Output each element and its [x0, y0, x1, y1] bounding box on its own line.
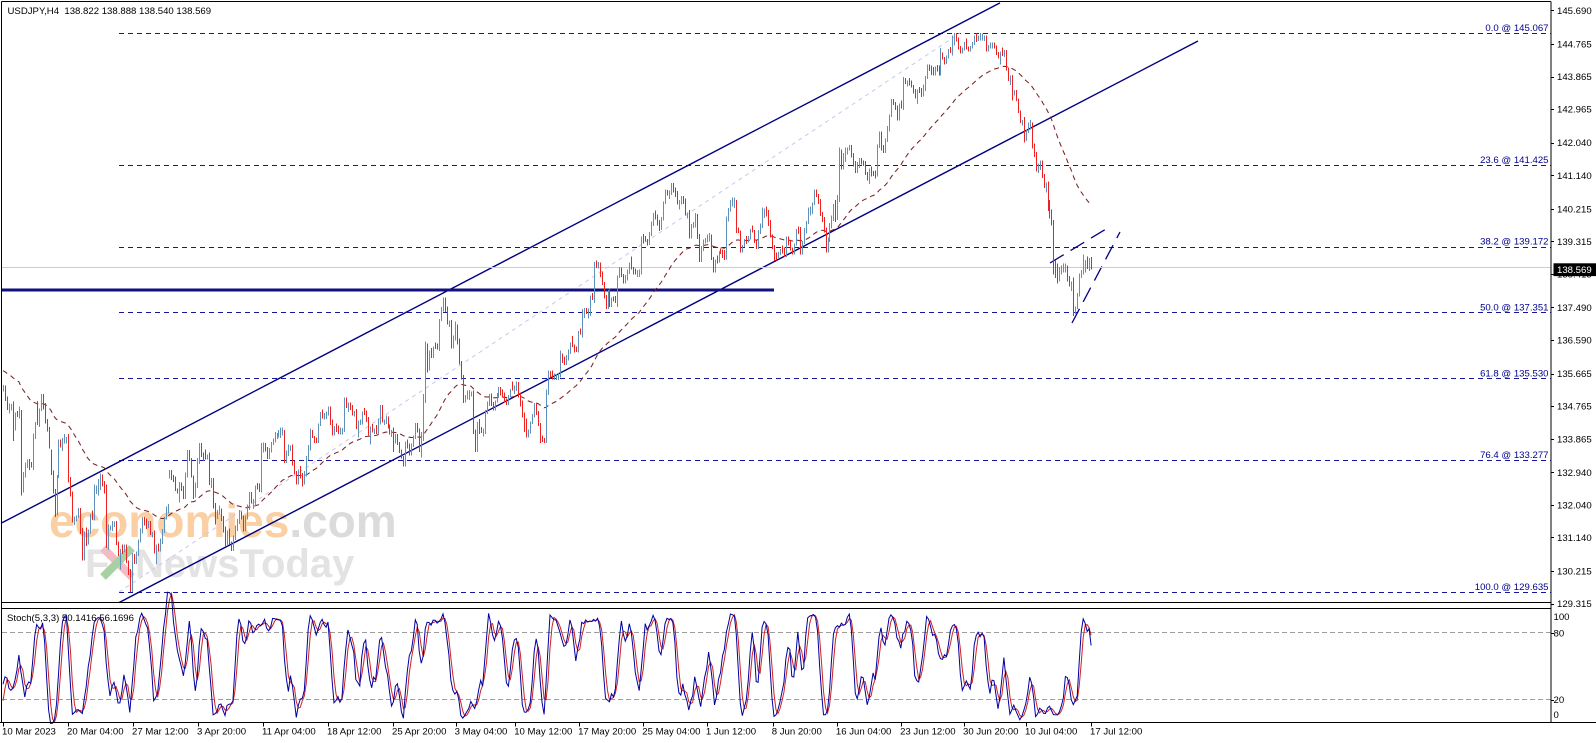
svg-text:11 Apr 04:00: 11 Apr 04:00	[262, 727, 316, 738]
svg-text:135.665: 135.665	[1557, 369, 1592, 380]
svg-text:10 Jul 04:00: 10 Jul 04:00	[1025, 727, 1077, 738]
svg-text:50.0 @ 137.351: 50.0 @ 137.351	[1480, 303, 1548, 314]
svg-text:129.315: 129.315	[1557, 599, 1592, 610]
svg-text:1 Jun 12:00: 1 Jun 12:00	[706, 727, 756, 738]
svg-text:136.590: 136.590	[1557, 336, 1592, 347]
svg-text:141.140: 141.140	[1557, 171, 1592, 182]
svg-text:142.965: 142.965	[1557, 105, 1592, 116]
svg-text:132.040: 132.040	[1557, 500, 1592, 511]
svg-text:economies.com: economies.com	[49, 495, 397, 547]
svg-text:132.940: 132.940	[1557, 468, 1592, 479]
svg-text:23.6 @ 141.425: 23.6 @ 141.425	[1480, 155, 1548, 166]
svg-text:138.569: 138.569	[1557, 265, 1592, 276]
svg-text:134.765: 134.765	[1557, 402, 1592, 413]
svg-text:130.215: 130.215	[1557, 567, 1592, 578]
svg-text:38.2 @ 139.172: 38.2 @ 139.172	[1480, 237, 1548, 248]
svg-text:USDJPY,H4 138.822 138.888 138: USDJPY,H4 138.822 138.888 138.540 138.56…	[8, 6, 212, 17]
svg-text:8 Jun 20:00: 8 Jun 20:00	[772, 727, 822, 738]
svg-text:27 Mar 12:00: 27 Mar 12:00	[132, 727, 189, 738]
svg-text:131.140: 131.140	[1557, 533, 1592, 544]
svg-text:10 Mar 2023: 10 Mar 2023	[2, 727, 56, 738]
svg-text:80: 80	[1554, 628, 1565, 639]
svg-text:144.765: 144.765	[1557, 40, 1592, 51]
svg-text:25 Apr 20:00: 25 Apr 20:00	[392, 727, 446, 738]
svg-text:18 Apr 12:00: 18 Apr 12:00	[327, 727, 381, 738]
svg-text:3 Apr 20:00: 3 Apr 20:00	[197, 727, 246, 738]
svg-text:143.865: 143.865	[1557, 72, 1592, 83]
svg-text:142.040: 142.040	[1557, 138, 1592, 149]
svg-text:0: 0	[1554, 710, 1559, 721]
svg-text:30 Jun 20:00: 30 Jun 20:00	[963, 727, 1018, 738]
svg-text:137.490: 137.490	[1557, 303, 1592, 314]
svg-text:100: 100	[1554, 612, 1570, 623]
svg-text:140.215: 140.215	[1557, 204, 1592, 215]
svg-text:3 May 04:00: 3 May 04:00	[455, 727, 508, 738]
svg-text:76.4 @ 133.277: 76.4 @ 133.277	[1480, 450, 1548, 461]
svg-text:10 May 12:00: 10 May 12:00	[514, 727, 572, 738]
svg-text:139.315: 139.315	[1557, 237, 1592, 248]
svg-text:17 May 20:00: 17 May 20:00	[578, 727, 636, 738]
svg-text:25 May 04:00: 25 May 04:00	[642, 727, 700, 738]
svg-text:20 Mar 04:00: 20 Mar 04:00	[67, 727, 124, 738]
svg-text:16 Jun 04:00: 16 Jun 04:00	[836, 727, 891, 738]
svg-text:100.0 @ 129.635: 100.0 @ 129.635	[1475, 582, 1549, 593]
svg-text:145.690: 145.690	[1557, 6, 1592, 17]
svg-text:0.0 @ 145.067: 0.0 @ 145.067	[1485, 23, 1548, 34]
svg-text:61.8 @ 135.530: 61.8 @ 135.530	[1480, 368, 1548, 379]
svg-text:23 Jun 12:00: 23 Jun 12:00	[900, 727, 955, 738]
svg-text:NewsToday: NewsToday	[135, 542, 355, 586]
svg-text:Stoch(5,3,3) 50.1416 56.1696: Stoch(5,3,3) 50.1416 56.1696	[7, 613, 134, 624]
svg-text:133.865: 133.865	[1557, 434, 1592, 445]
svg-text:17 Jul 12:00: 17 Jul 12:00	[1090, 727, 1142, 738]
svg-text:20: 20	[1554, 695, 1565, 706]
